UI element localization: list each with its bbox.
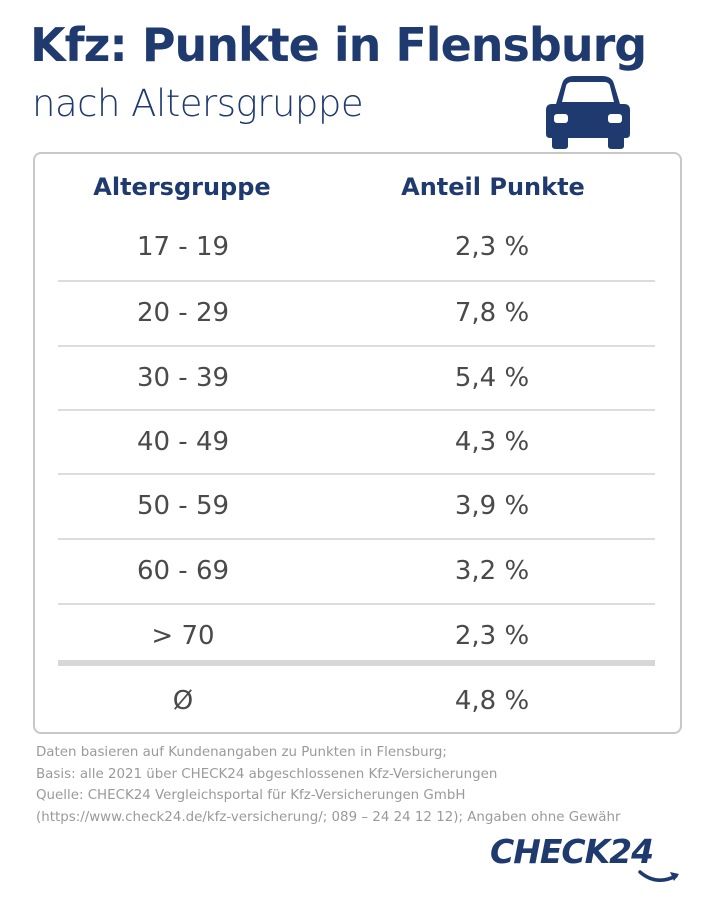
swoosh-arrow-icon <box>638 870 679 882</box>
age-group-cell: 60 - 69 <box>136 556 230 586</box>
average-label-cell: Ø <box>172 686 194 716</box>
row-divider <box>58 345 655 347</box>
row-divider <box>58 280 655 282</box>
source-notes: Daten basieren auf Kundenangaben zu Punk… <box>36 742 696 828</box>
note-line: Quelle: CHECK24 Vergleichsportal für Kfz… <box>36 788 466 804</box>
average-share-cell: 4,8 % <box>454 686 530 716</box>
summary-divider <box>58 660 655 666</box>
share-cell: 3,9 % <box>454 491 530 521</box>
page-title: Kfz: Punkte in Flensburg <box>30 18 647 72</box>
share-cell: 2,3 % <box>454 621 530 651</box>
page-subtitle: nach Altersgruppe <box>32 82 364 125</box>
share-cell: 5,4 % <box>454 363 530 393</box>
age-group-cell: > 70 <box>151 621 215 651</box>
summary-row: Ø 4,8 % <box>58 669 655 733</box>
row-divider <box>58 538 655 540</box>
column-header-age: Altersgruppe <box>93 173 271 201</box>
table-row: 40 - 49 4,3 % <box>58 410 655 474</box>
note-line: Daten basieren auf Kundenangaben zu Punk… <box>36 745 447 760</box>
row-divider <box>58 473 655 475</box>
table-row: 60 - 69 3,2 % <box>58 539 655 603</box>
car-icon <box>546 76 630 149</box>
table-panel <box>33 152 682 734</box>
share-cell: 2,3 % <box>454 232 530 262</box>
note-line: Basis: alle 2021 über CHECK24 abgeschlos… <box>36 766 498 782</box>
column-header-share: Anteil Punkte <box>401 173 585 201</box>
note-line: (https://www.check24.de/kfz-versicherung… <box>36 809 621 825</box>
row-divider <box>58 409 655 411</box>
age-group-cell: 20 - 29 <box>136 298 230 328</box>
age-group-cell: 40 - 49 <box>136 427 230 457</box>
share-cell: 7,8 % <box>454 298 530 328</box>
table-row: 17 - 19 2,3 % <box>58 215 655 279</box>
table-row: 20 - 29 7,8 % <box>58 281 655 345</box>
share-cell: 4,3 % <box>454 427 530 457</box>
share-cell: 3,2 % <box>454 556 530 586</box>
table-row: 30 - 39 5,4 % <box>58 346 655 410</box>
logo-text: CHECK24 <box>490 832 654 871</box>
row-divider <box>58 603 655 605</box>
table-row: 50 - 59 3,9 % <box>58 474 655 538</box>
age-group-cell: 17 - 19 <box>136 232 230 262</box>
table-row: > 70 2,3 % <box>58 604 655 668</box>
check24-logo: CHECK24 <box>490 828 690 892</box>
age-group-cell: 30 - 39 <box>136 363 230 393</box>
age-group-cell: 50 - 59 <box>136 491 230 521</box>
